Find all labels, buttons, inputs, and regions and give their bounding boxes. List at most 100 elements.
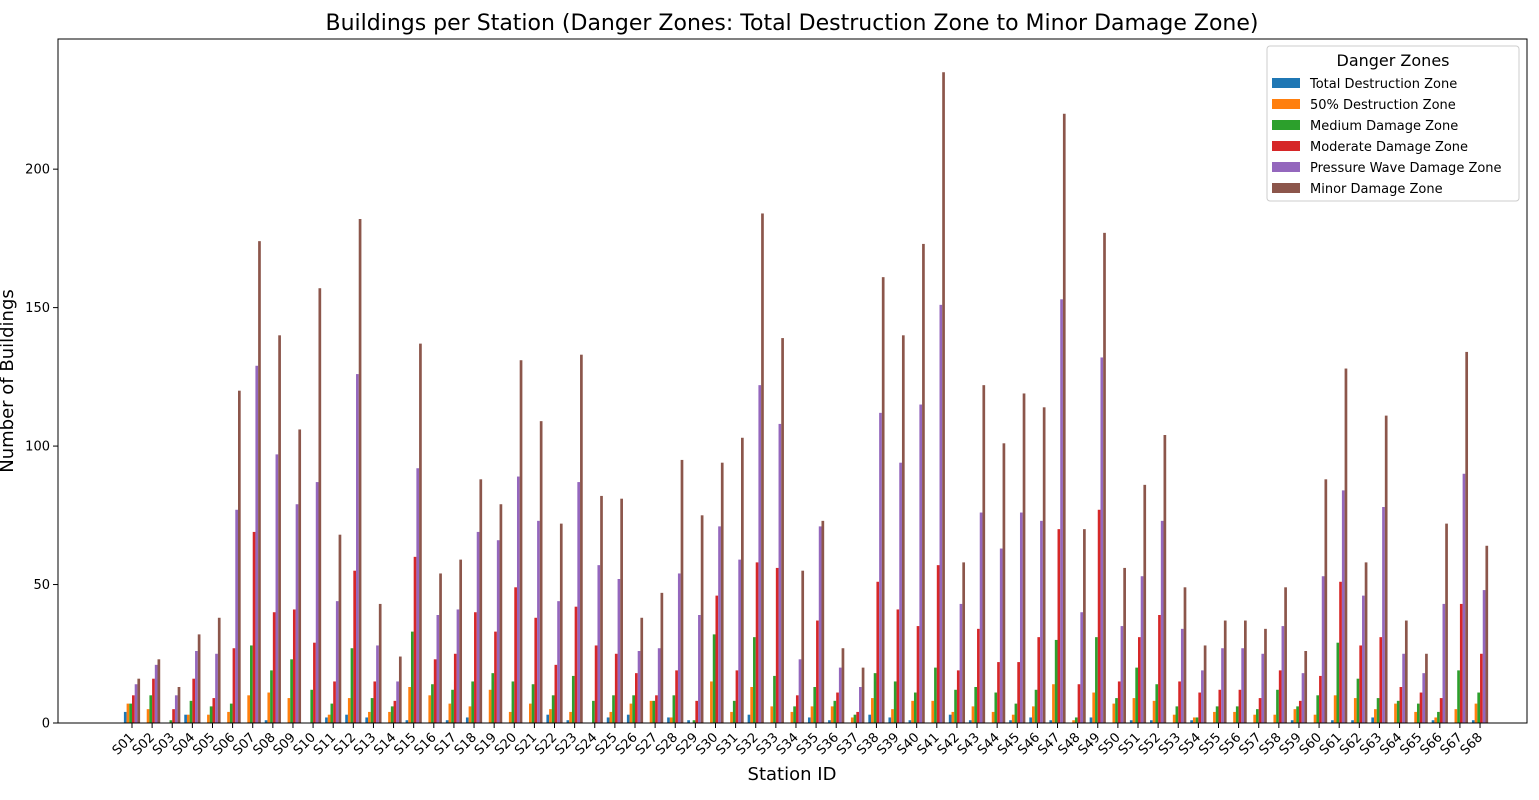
legend-label: Moderate Damage Zone bbox=[1310, 140, 1468, 155]
bar bbox=[433, 659, 437, 723]
bar bbox=[888, 717, 892, 723]
bar bbox=[318, 288, 322, 723]
bar bbox=[1083, 529, 1086, 723]
bar bbox=[626, 714, 630, 723]
bar bbox=[939, 304, 943, 723]
bar bbox=[1221, 648, 1224, 723]
bar bbox=[1223, 620, 1227, 723]
bar bbox=[126, 703, 130, 723]
bar bbox=[879, 412, 882, 723]
bar bbox=[272, 612, 276, 723]
bar bbox=[698, 615, 701, 723]
bar bbox=[1192, 717, 1196, 723]
bar bbox=[635, 673, 638, 723]
bar bbox=[1293, 709, 1297, 723]
bar bbox=[881, 277, 885, 723]
bar bbox=[738, 559, 741, 723]
bar bbox=[813, 687, 817, 723]
bar bbox=[184, 714, 187, 723]
bar bbox=[358, 219, 362, 723]
y-tick-label: 0 bbox=[42, 717, 50, 732]
bar bbox=[672, 695, 676, 723]
bar bbox=[629, 703, 633, 723]
plot-frame bbox=[57, 38, 1528, 724]
legend-swatch bbox=[1272, 141, 1300, 151]
bar bbox=[807, 717, 811, 723]
bar bbox=[1281, 626, 1285, 723]
bar bbox=[833, 700, 837, 723]
bar bbox=[1022, 393, 1026, 723]
bar bbox=[154, 664, 158, 723]
legend-swatch bbox=[1272, 183, 1300, 193]
bar bbox=[1356, 678, 1360, 723]
bar bbox=[353, 570, 357, 723]
bar bbox=[1238, 689, 1242, 723]
bar bbox=[1434, 717, 1438, 723]
bar bbox=[876, 581, 880, 723]
bar bbox=[1414, 711, 1417, 723]
bar bbox=[1290, 720, 1294, 723]
bar bbox=[999, 548, 1003, 723]
bar bbox=[488, 689, 492, 723]
bar bbox=[267, 692, 271, 723]
bar bbox=[1150, 720, 1153, 723]
bar bbox=[1396, 700, 1400, 723]
bar bbox=[1011, 714, 1015, 723]
bar bbox=[1235, 706, 1239, 723]
bar bbox=[123, 711, 127, 723]
bar bbox=[134, 684, 138, 723]
bar bbox=[1402, 653, 1405, 723]
bar bbox=[516, 476, 520, 723]
bar bbox=[177, 687, 181, 723]
bar bbox=[1112, 703, 1116, 723]
bar bbox=[1344, 368, 1348, 723]
bar bbox=[657, 648, 661, 723]
legend-label: Medium Damage Zone bbox=[1310, 119, 1458, 134]
bar bbox=[1296, 706, 1299, 723]
bar bbox=[1276, 689, 1279, 723]
bar bbox=[617, 579, 621, 723]
bar bbox=[370, 698, 374, 723]
bar bbox=[936, 565, 940, 723]
bar bbox=[956, 670, 960, 723]
bar bbox=[577, 482, 581, 723]
legend-label: Total Destruction Zone bbox=[1309, 77, 1457, 92]
bar bbox=[1261, 653, 1265, 723]
bar bbox=[1416, 703, 1420, 723]
bar bbox=[238, 390, 241, 723]
bar bbox=[212, 698, 216, 723]
bar bbox=[287, 698, 291, 723]
chart-title: Buildings per Station (Danger Zones: Tot… bbox=[325, 11, 1258, 36]
bar bbox=[315, 482, 319, 723]
bar bbox=[753, 637, 756, 723]
bar bbox=[1201, 670, 1204, 723]
bar bbox=[1123, 567, 1126, 723]
bar bbox=[227, 711, 230, 723]
bar bbox=[1138, 637, 1141, 723]
bar bbox=[474, 612, 477, 723]
bar bbox=[1129, 720, 1133, 723]
bar bbox=[419, 343, 422, 723]
bar bbox=[1351, 720, 1354, 723]
bar bbox=[1253, 714, 1257, 723]
bar bbox=[1462, 473, 1466, 723]
bar bbox=[1419, 692, 1423, 723]
bar bbox=[1336, 642, 1340, 723]
bar bbox=[1155, 684, 1159, 723]
bar bbox=[549, 709, 552, 723]
bar bbox=[1313, 714, 1317, 723]
bar bbox=[899, 462, 902, 723]
legend-swatch bbox=[1272, 162, 1300, 172]
bar bbox=[592, 700, 595, 723]
bar bbox=[1485, 545, 1489, 723]
bar bbox=[841, 648, 845, 723]
bar bbox=[968, 720, 972, 723]
bar bbox=[209, 706, 213, 723]
bar bbox=[1052, 684, 1055, 723]
bar bbox=[345, 714, 348, 723]
bar bbox=[1331, 720, 1334, 723]
bar bbox=[554, 664, 558, 723]
bar bbox=[1032, 706, 1035, 723]
bar bbox=[1100, 357, 1104, 723]
